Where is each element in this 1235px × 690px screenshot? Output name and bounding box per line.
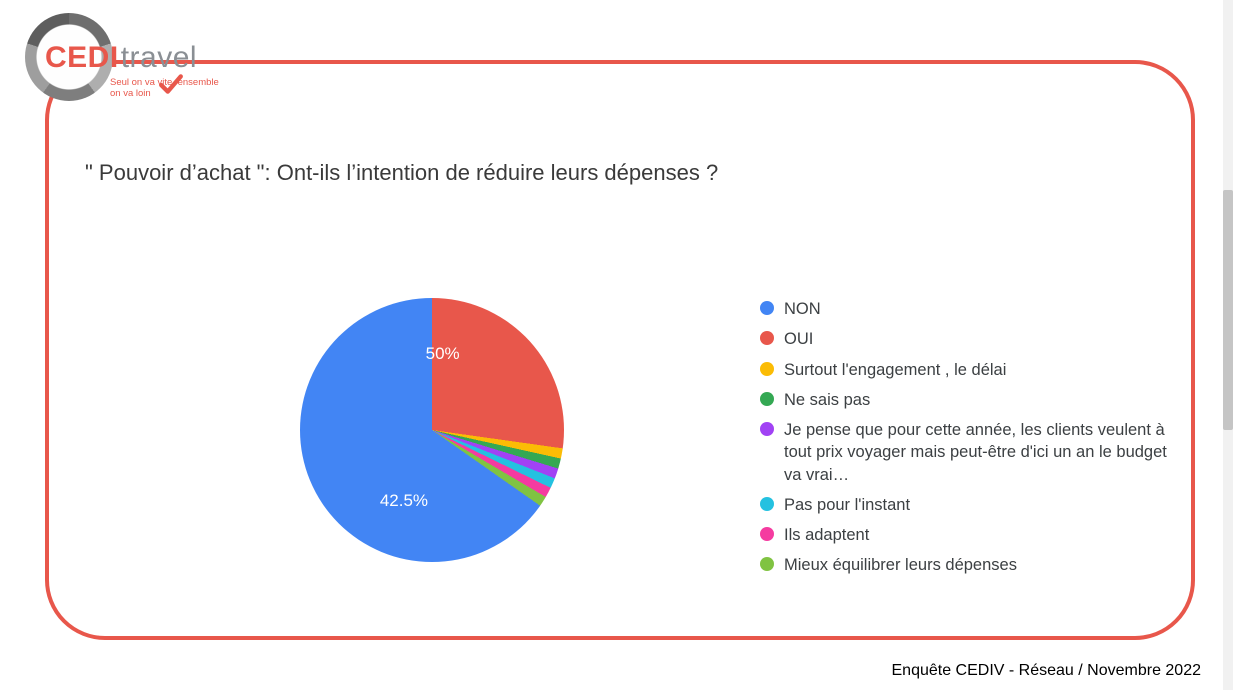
legend-item: Je pense que pour cette année, les clien… [760, 419, 1170, 486]
slide: CEDItravel Seul on va vite, ensemble on … [0, 0, 1235, 690]
logo-wordmark: CEDItravel [45, 41, 197, 75]
legend-swatch [760, 527, 774, 541]
legend-item: Pas pour l'instant [760, 494, 1170, 516]
legend-swatch [760, 301, 774, 315]
legend-item: Ils adaptent [760, 524, 1170, 546]
chart-legend: NON OUI Surtout l'engagement , le délai Ne … [760, 298, 1170, 585]
legend-label: Mieux équilibrer leurs dépenses [784, 554, 1170, 576]
legend-swatch [760, 331, 774, 345]
legend-swatch [760, 392, 774, 406]
legend-swatch [760, 422, 774, 436]
legend-item: NON [760, 298, 1170, 320]
legend-item: Ne sais pas [760, 389, 1170, 411]
legend-swatch [760, 362, 774, 376]
legend-swatch [760, 497, 774, 511]
slide-footer: Enquête CEDIV - Réseau / Novembre 2022 [892, 662, 1202, 680]
pie-canvas [300, 298, 564, 562]
pie-slice-label: 42.5% [380, 491, 428, 511]
logo-word1: CEDI [45, 41, 119, 74]
legend-label: Pas pour l'instant [784, 494, 1170, 516]
logo-word2: travel [121, 41, 197, 74]
legend-label: Ne sais pas [784, 389, 1170, 411]
legend-swatch [760, 557, 774, 571]
legend-label: Surtout l'engagement , le délai [784, 359, 1170, 381]
legend-label: Je pense que pour cette année, les clien… [784, 419, 1170, 486]
pie-slice-label: 50% [426, 344, 460, 364]
logo-tagline: Seul on va vite, ensemble on va loin [110, 77, 230, 99]
pie-chart: 50% 42.5% [300, 298, 564, 562]
scrollbar-thumb[interactable] [1223, 190, 1233, 430]
chart-title: " Pouvoir d’achat ": Ont-ils l’intention… [85, 160, 718, 186]
legend-label: Ils adaptent [784, 524, 1170, 546]
brand-logo: CEDItravel Seul on va vite, ensemble on … [15, 5, 230, 105]
legend-label: NON [784, 298, 1170, 320]
legend-item: OUI [760, 328, 1170, 350]
legend-item: Surtout l'engagement , le délai [760, 359, 1170, 381]
legend-item: Mieux équilibrer leurs dépenses [760, 554, 1170, 576]
legend-label: OUI [784, 328, 1170, 350]
